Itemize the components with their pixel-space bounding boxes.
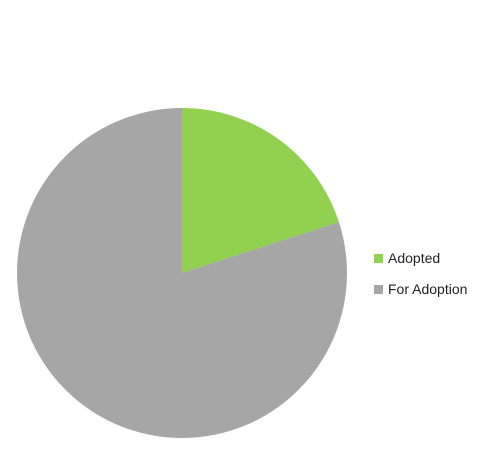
legend: Adopted For Adoption: [374, 248, 467, 310]
legend-label-adopted: Adopted: [388, 250, 440, 266]
legend-label-for-adoption: For Adoption: [388, 281, 467, 297]
legend-swatch-adopted: [374, 254, 383, 263]
legend-item-adopted: Adopted: [374, 248, 467, 268]
legend-item-for-adoption: For Adoption: [374, 279, 467, 299]
legend-swatch-for-adoption: [374, 285, 383, 294]
